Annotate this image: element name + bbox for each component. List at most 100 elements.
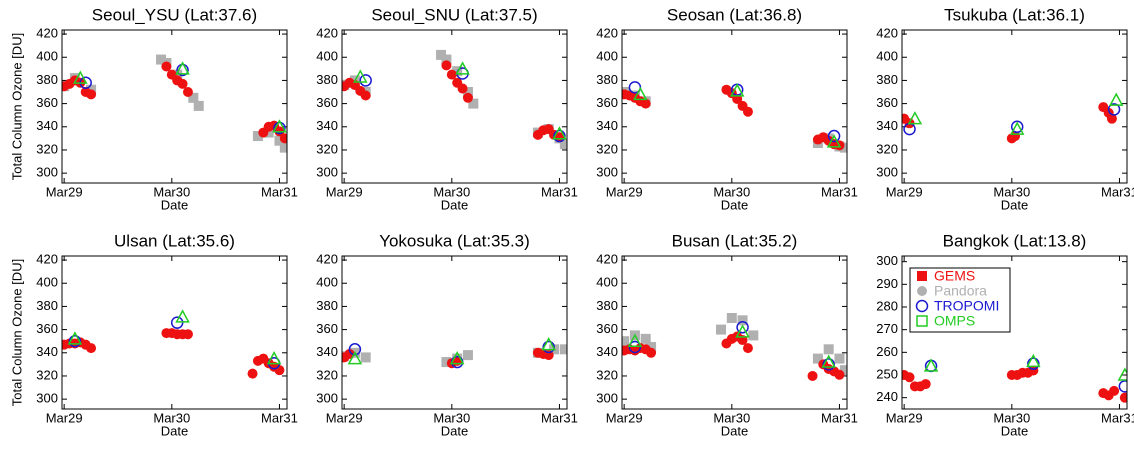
x-tick-label: Mar31 [261, 184, 298, 199]
panel-title: Yokosuka (Lat:35.3) [379, 231, 530, 250]
y-tick-label: 280 [876, 298, 898, 313]
tropomi-point [553, 129, 566, 143]
pandora-point [646, 341, 657, 352]
x-tick-label: Mar31 [541, 184, 578, 199]
gems-point [640, 98, 651, 109]
pandora-point [640, 333, 651, 344]
pandora-point [726, 313, 737, 324]
x-tick-label: Mar31 [821, 184, 858, 199]
y-tick-label: 250 [876, 366, 898, 381]
panel-title: Tsukuba (Lat:36.1) [944, 5, 1085, 24]
gems-point [247, 368, 258, 379]
y-tick-label: 320 [36, 141, 58, 156]
y-tick-label: 290 [876, 276, 898, 291]
plot-frame [61, 29, 288, 184]
y-tick-label: 360 [596, 95, 618, 110]
y-tick-label: 340 [36, 118, 58, 133]
y-tick-label: 240 [876, 389, 898, 404]
y-tick-label: 380 [316, 298, 338, 313]
pandora-point [436, 49, 447, 60]
y-tick-label: 420 [36, 251, 58, 266]
omps-point [923, 358, 939, 372]
gems-point [1109, 385, 1120, 396]
y-tick-label: 300 [876, 165, 898, 180]
y-tick-label: 400 [36, 275, 58, 290]
gems-point [360, 90, 371, 101]
y-tick-label: 300 [36, 391, 58, 406]
legend-label: Pandora [934, 283, 987, 299]
gems-point [446, 69, 457, 80]
plot-area [622, 313, 847, 381]
plot-area [902, 92, 1124, 144]
gems-point [182, 87, 193, 98]
omps-point [729, 83, 745, 97]
tropomi-point [273, 121, 286, 135]
pandora-point [748, 330, 759, 341]
y-tick-label: 360 [316, 321, 338, 336]
plot-frame [621, 255, 848, 410]
pandora-point [252, 131, 263, 142]
plot-frame [901, 255, 1128, 410]
pandora-point [462, 350, 473, 361]
tropomi-point [348, 343, 362, 356]
y-tick-label: 420 [316, 251, 338, 266]
omps-point [907, 111, 923, 125]
panel-title: Ulsan (Lat:35.6) [114, 231, 235, 250]
tropomi-point [827, 129, 841, 143]
x-tick-label: Mar29 [606, 410, 643, 425]
x-tick-label: Mar29 [326, 410, 363, 425]
plot-area [62, 309, 285, 379]
legend-label: GEMS [934, 268, 975, 284]
plot-area [342, 337, 567, 369]
pandora-point [559, 139, 567, 150]
y-tick-label: 300 [876, 253, 898, 268]
y-tick-label: 400 [596, 275, 618, 290]
omps-point [1108, 92, 1124, 106]
pandora-point [193, 100, 204, 111]
x-tick-label: Mar29 [326, 184, 363, 199]
pandora-point [468, 98, 479, 109]
y-tick-label: 340 [36, 344, 58, 359]
pandora-point [188, 92, 199, 103]
x-axis-label: Date [441, 423, 468, 438]
tropomi-point [176, 63, 189, 77]
omps-point [73, 70, 88, 84]
x-axis-label: Date [1001, 423, 1028, 438]
panel-title: Seoul_SNU (Lat:37.5) [371, 5, 537, 24]
pandora-point [622, 336, 630, 347]
pandora-point [823, 344, 834, 355]
gems-point [177, 78, 188, 89]
panel-title: Seosan (Lat:36.8) [667, 5, 802, 24]
y-tick-label: 270 [876, 321, 898, 336]
tropomi-point [1107, 103, 1121, 116]
omps-point [455, 61, 470, 75]
gems-point [86, 89, 97, 100]
x-tick-label: Mar30 [993, 410, 1030, 425]
omps-point [821, 354, 836, 368]
pandora-point [812, 353, 823, 364]
x-axis-label: Date [721, 423, 748, 438]
pandora-point [839, 365, 847, 376]
tropomi-point [170, 316, 184, 329]
tropomi-point [1027, 357, 1040, 370]
pandora-point [716, 324, 727, 335]
y-tick-label: 380 [36, 72, 58, 87]
gems-point [834, 369, 845, 380]
plot-frame [341, 255, 568, 410]
gems-point [86, 343, 97, 354]
legend-label: OMPS [934, 313, 975, 329]
x-axis-label: Date [441, 197, 468, 212]
pandora-point [360, 352, 371, 363]
x-tick-label: Mar31 [541, 410, 578, 425]
y-axis-label: Total Column Ozone [DU] [9, 33, 24, 180]
gems-point [807, 370, 818, 381]
y-tick-label: 340 [596, 344, 618, 359]
tropomi-point [736, 321, 749, 334]
pandora-point [274, 135, 285, 146]
y-tick-label: 380 [596, 72, 618, 87]
omps-point [826, 134, 842, 148]
gems-point [279, 133, 287, 144]
omps-point [552, 126, 567, 140]
tropomi-point [822, 358, 835, 371]
